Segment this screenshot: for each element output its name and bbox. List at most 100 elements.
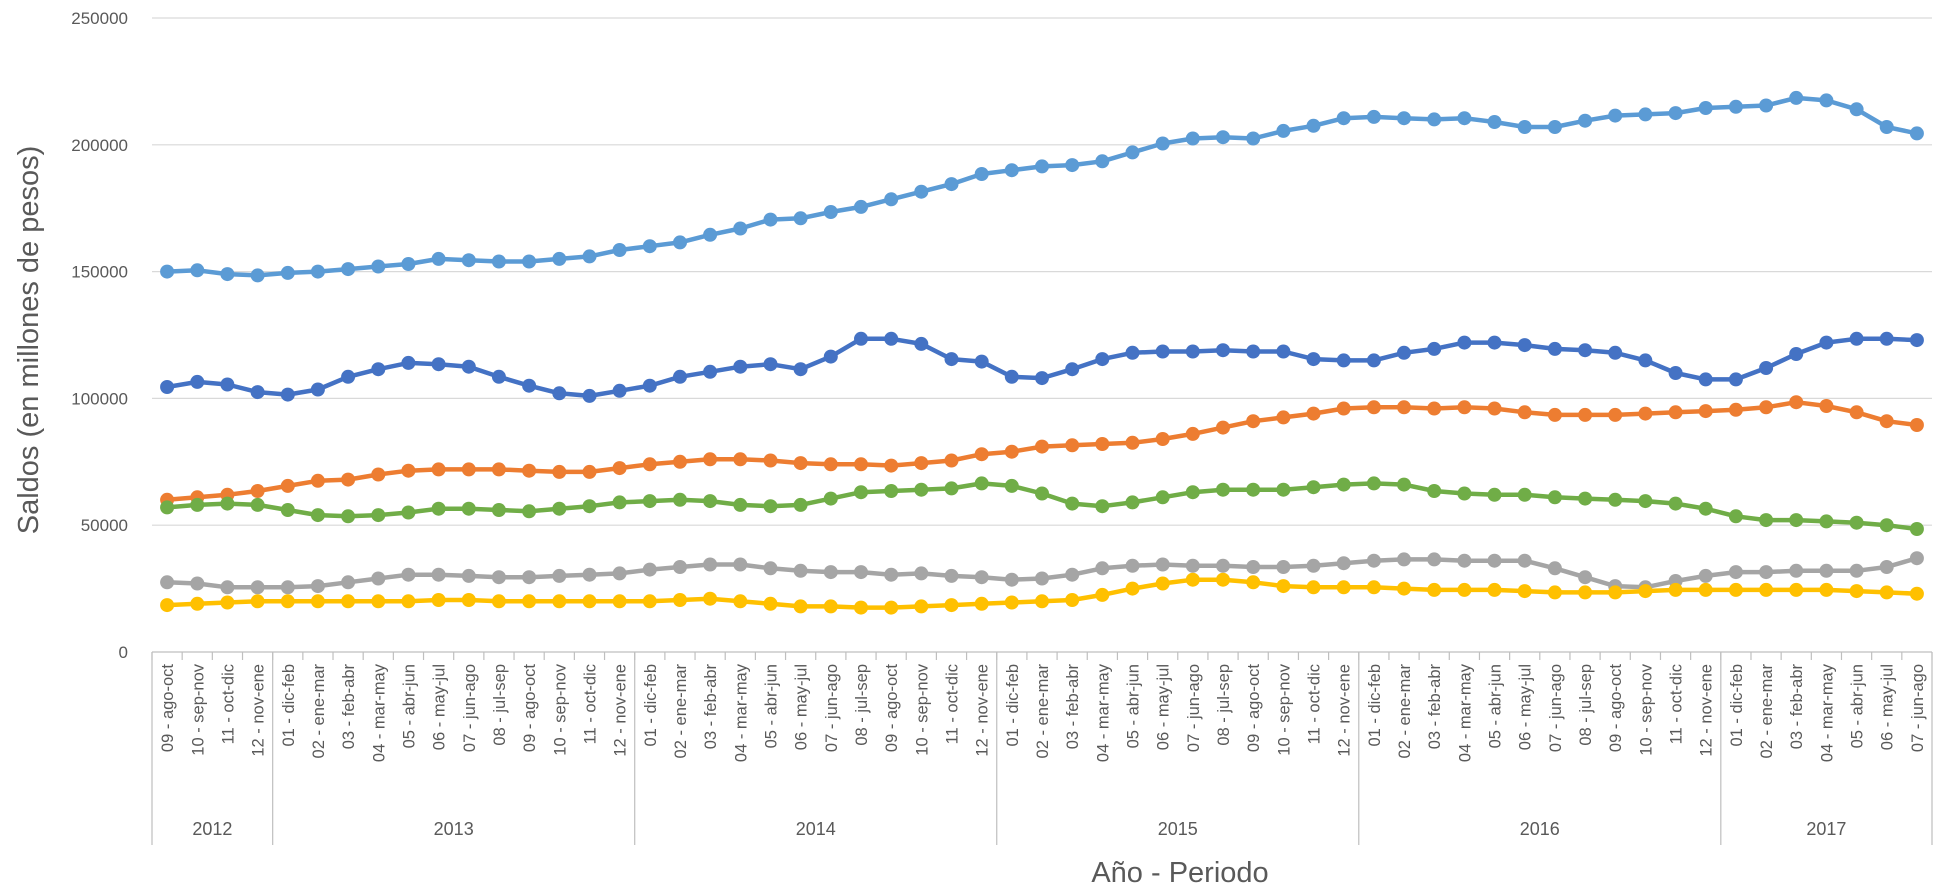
data-point [944,453,959,468]
data-point [1004,369,1019,384]
data-point [1849,102,1864,117]
x-category-label: 04 - mar-may [370,663,388,762]
data-point [1547,585,1562,600]
data-point [371,594,386,609]
data-point [1336,580,1351,595]
data-point [280,478,295,493]
y-tick-label: 50000 [81,516,128,535]
data-point [944,481,959,496]
data-point [1487,335,1502,350]
data-point [1638,107,1653,122]
data-point [1608,585,1623,600]
data-point [1909,522,1924,536]
series-group [160,90,1924,615]
data-point [1487,582,1502,597]
data-point [1487,401,1502,416]
x-category-label: 07 - jun-ago [1185,664,1203,752]
data-point [1819,582,1834,597]
data-point [431,501,446,516]
data-point [552,251,567,266]
data-point [793,456,808,471]
data-point [823,457,838,472]
data-point [1547,561,1562,576]
data-point [1608,345,1623,360]
data-point [1457,400,1472,415]
data-point [250,385,265,400]
data-point [522,378,537,393]
x-category-label: 03 - feb-abr [702,663,720,749]
data-point [1185,131,1200,146]
data-point [1336,401,1351,416]
data-point [1336,353,1351,368]
data-point [1095,154,1110,169]
data-point [1879,331,1894,346]
data-point [341,262,356,277]
data-point [763,499,778,514]
data-point [250,484,265,498]
data-point [673,560,687,574]
data-point [220,267,235,282]
x-category-label: 03 - feb-abr [1064,663,1082,749]
data-point [1698,404,1713,419]
data-point [1276,579,1291,594]
data-point [1608,108,1623,123]
data-point [642,594,657,609]
data-point [1336,556,1351,571]
data-point [642,494,657,509]
data-point [1125,495,1140,510]
data-point [673,369,687,384]
data-point [1276,482,1291,497]
data-point [1276,410,1291,425]
data-point [371,571,386,586]
data-point [763,357,778,372]
year-label: 2012 [192,819,232,839]
x-category-label: 09 - ago-oct [883,664,901,752]
data-point [733,594,748,609]
data-point [1698,372,1713,387]
data-point [1789,582,1804,597]
data-point [612,566,627,581]
data-point [522,463,537,478]
data-point [401,257,416,271]
data-point [1759,565,1774,580]
data-point [1004,444,1019,459]
data-point [1759,361,1774,375]
data-point [1216,572,1230,587]
data-point [1065,593,1080,607]
data-point [160,264,175,279]
x-category-label: 10 - sep-nov [913,663,931,755]
data-point [1306,352,1321,367]
data-point [1246,560,1261,574]
data-point [552,501,567,516]
data-point [280,265,295,280]
data-point [491,503,506,517]
data-point [341,509,356,524]
data-point [371,362,386,377]
data-point [190,596,205,611]
data-point [1155,557,1170,572]
data-point [1728,565,1743,580]
data-point [1819,563,1834,578]
x-category-label: 01 - dic-feb [1004,664,1022,747]
data-point [1216,130,1230,145]
data-point [1366,553,1381,568]
data-point [1759,98,1774,113]
x-category-label: 08 - jul-sep [1577,664,1595,746]
data-point [793,497,808,512]
y-tick-label: 0 [119,643,128,662]
data-point [1789,563,1804,578]
data-point [1125,435,1140,450]
data-point [763,596,778,611]
data-point [1698,582,1713,597]
series-line [164,95,1920,278]
series-4 [160,476,1924,536]
data-point [1366,400,1381,415]
data-point [1246,344,1261,359]
x-category-label: 05 - abr-jun [1487,664,1505,748]
data-point [1185,558,1200,573]
data-point [1457,553,1472,568]
data-point [974,447,989,462]
data-point [673,454,687,469]
data-point [1185,344,1200,359]
x-category-label: 08 - jul-sep [1215,664,1233,746]
